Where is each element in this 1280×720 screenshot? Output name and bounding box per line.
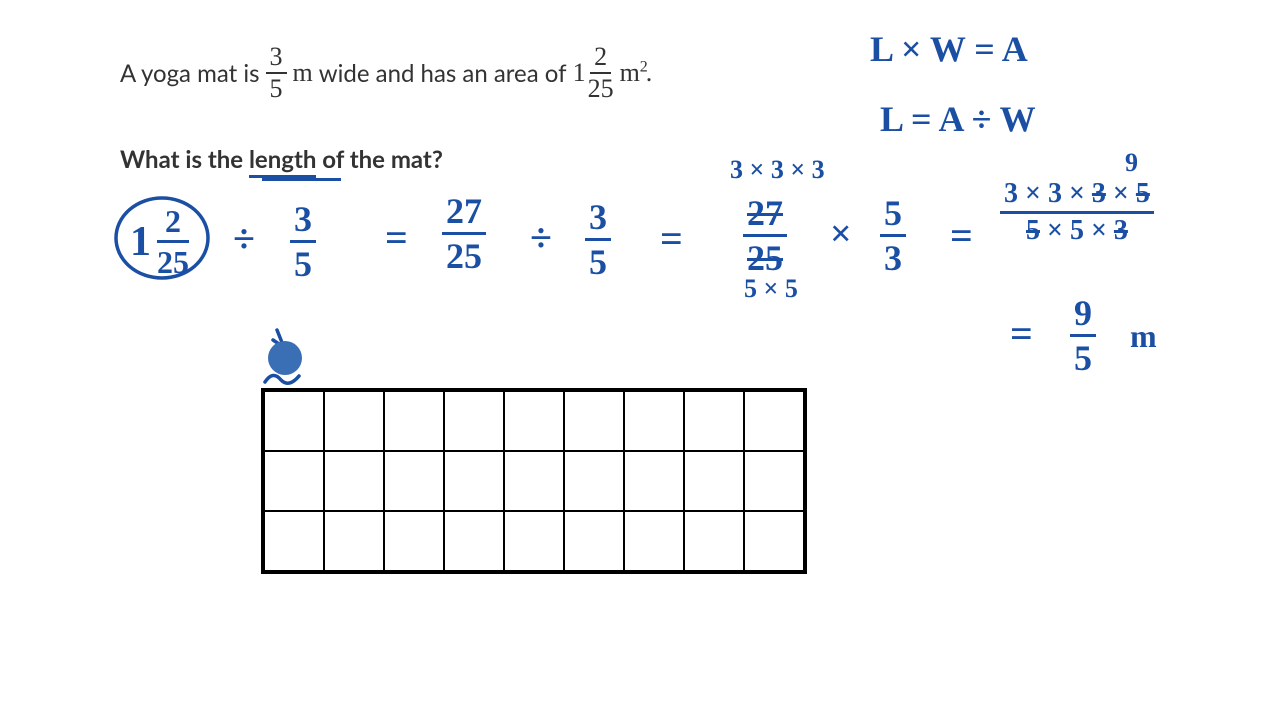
grid <box>261 388 807 574</box>
grid-cell <box>624 451 684 511</box>
grid-cell <box>684 511 744 571</box>
q-prefix: What is the <box>120 145 249 174</box>
double-underline <box>262 178 341 181</box>
width-denominator: 5 <box>270 74 283 102</box>
hw-equals-2: = <box>660 215 683 262</box>
hw-times: × <box>830 212 852 256</box>
hw-factor-bot: 5 × 5 <box>744 274 798 304</box>
hw-cancel: 3 × 3 × 3 × 5 5 × 5 × 3 <box>1000 178 1154 245</box>
grid-cell <box>384 391 444 451</box>
hw-formula-length: L = A ÷ W <box>880 98 1036 140</box>
problem-statement-line1: A yoga mat is 3 5 m wide and has an area… <box>120 44 652 102</box>
grid-cell <box>744 511 804 571</box>
fraction-area: 2 25 <box>588 44 614 102</box>
grid-cell <box>624 511 684 571</box>
q-underlined: length <box>249 145 316 178</box>
hw-frac-3-5-a: 3 5 <box>290 198 316 282</box>
area-unit: m2 <box>620 58 648 88</box>
grid-cell <box>324 511 384 571</box>
grid-cell <box>564 391 624 451</box>
hw-answer-unit: m <box>1130 318 1157 355</box>
grid-cell <box>744 391 804 451</box>
hw-divide-2: ÷ <box>530 214 552 261</box>
grid-cell <box>324 451 384 511</box>
grid-cell <box>684 391 744 451</box>
period: . <box>646 58 653 88</box>
grid-cell <box>564 451 624 511</box>
grid-cell <box>504 511 564 571</box>
grid-cell <box>264 511 324 571</box>
grid-cell <box>744 451 804 511</box>
grid-cell <box>564 511 624 571</box>
grid-cell <box>384 451 444 511</box>
hw-answer-frac: 9 5 <box>1070 292 1096 376</box>
hw-frac-27-25: 27 25 <box>442 190 486 274</box>
grid-cell <box>504 451 564 511</box>
width-unit: m <box>293 58 313 88</box>
hw-equals-4: = <box>1010 310 1033 357</box>
hw-factor-top: 3 × 3 × 3 <box>730 155 825 185</box>
hw-cancel-bot: 5 × 5 × 3 <box>1026 215 1128 245</box>
hw-nine: 9 <box>1125 148 1138 178</box>
width-numerator: 3 <box>266 44 287 74</box>
text-mid: wide and has an area of <box>319 59 567 88</box>
hw-mixed-frac: 2 25 <box>157 205 189 278</box>
grid-cell <box>264 391 324 451</box>
hw-mixed-fraction: 1 2 25 <box>130 205 189 278</box>
grid-cell <box>504 391 564 451</box>
cursor-blob <box>268 341 302 375</box>
hw-frac-27-25-b: 27 25 <box>743 192 787 276</box>
hw-frac-3-5-b: 3 5 <box>585 196 611 280</box>
grid-diagram <box>261 388 807 574</box>
area-whole: 1 <box>573 58 586 88</box>
grid-cell <box>444 451 504 511</box>
problem-statement-line2: What is the length of the mat? <box>120 145 443 174</box>
grid-cell <box>264 451 324 511</box>
grid-cell <box>624 391 684 451</box>
hw-mixed-whole: 1 <box>130 218 151 266</box>
text-prefix: A yoga mat is <box>120 59 260 88</box>
hw-frac-5-3: 5 3 <box>880 192 906 276</box>
fraction-width: 3 5 <box>266 44 287 102</box>
hw-divide-1: ÷ <box>233 215 255 262</box>
grid-cell <box>684 451 744 511</box>
grid-cell <box>324 391 384 451</box>
hw-equals-1: = <box>385 214 408 261</box>
hw-cancel-top: 3 × 3 × 3 × 5 <box>1000 180 1154 210</box>
hw-equals-3: = <box>950 212 973 259</box>
area-numerator: 2 <box>590 44 611 74</box>
grid-cell <box>384 511 444 571</box>
q-suffix: of the mat? <box>316 145 443 174</box>
grid-cell <box>444 511 504 571</box>
hw-formula-area: L × W = A <box>870 28 1028 70</box>
area-denominator: 25 <box>588 74 614 102</box>
grid-cell <box>444 391 504 451</box>
